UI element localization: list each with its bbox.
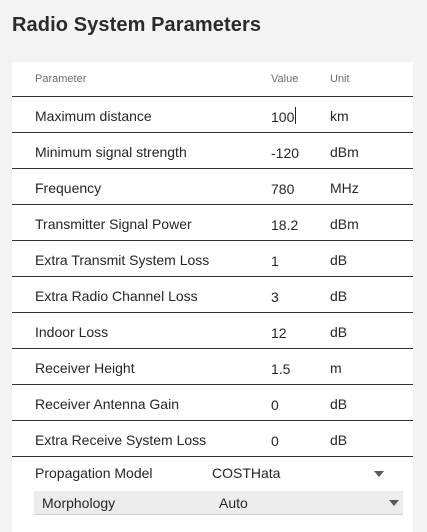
table-row: Extra Receive System Loss dB <box>12 421 413 457</box>
param-label: Indoor Loss <box>35 324 109 340</box>
unit-label: dB <box>330 288 348 304</box>
param-label: Maximum distance <box>35 108 152 124</box>
extra-radio-channel-loss-input[interactable] <box>271 288 321 305</box>
param-label: Extra Radio Channel Loss <box>35 288 198 304</box>
table-row: Minimum signal strength dBm <box>12 133 413 169</box>
page-title: Radio System Parameters <box>12 14 262 36</box>
parameters-card: Parameter Value Unit Maximum distance km… <box>12 62 413 532</box>
header-value: Value <box>271 73 299 85</box>
value-input-wrapper <box>271 252 321 269</box>
minimum-signal-strength-input[interactable] <box>271 144 321 161</box>
transmitter-signal-power-input[interactable] <box>271 216 321 233</box>
unit-label: dBm <box>330 144 359 160</box>
value-input-wrapper <box>271 324 321 341</box>
table-row: Receiver Height m <box>12 349 413 385</box>
unit-label: dB <box>330 432 348 448</box>
unit-label: m <box>330 360 342 376</box>
value-input-wrapper <box>271 360 321 377</box>
maximum-distance-input[interactable] <box>271 108 321 125</box>
receiver-antenna-gain-input[interactable] <box>271 396 321 413</box>
param-label: Minimum signal strength <box>35 144 187 160</box>
table-row: Extra Radio Channel Loss dB <box>12 277 413 313</box>
propagation-model-label: Propagation Model <box>35 465 153 481</box>
value-input-wrapper <box>271 216 321 233</box>
param-label: Receiver Height <box>35 360 135 376</box>
unit-label: dBm <box>330 216 359 232</box>
propagation-model-select[interactable]: Propagation Model COSTHata <box>12 458 413 488</box>
unit-label: dB <box>330 252 348 268</box>
unit-label: MHz <box>330 180 359 196</box>
chevron-down-icon[interactable] <box>374 471 384 477</box>
header-unit: Unit <box>330 73 350 85</box>
frequency-input[interactable] <box>271 180 321 197</box>
receiver-height-input[interactable] <box>271 360 321 377</box>
unit-label: dB <box>330 324 348 340</box>
extra-transmit-system-loss-input[interactable] <box>271 252 321 269</box>
table-row: Receiver Antenna Gain dB <box>12 385 413 421</box>
unit-label: km <box>330 108 349 124</box>
morphology-select[interactable]: Morphology Auto <box>34 491 403 515</box>
propagation-model-value[interactable]: COSTHata <box>212 465 281 481</box>
table-row: Frequency MHz <box>12 169 413 205</box>
header-parameter: Parameter <box>35 73 87 85</box>
indoor-loss-input[interactable] <box>271 324 321 341</box>
value-input-wrapper <box>271 288 321 305</box>
extra-receive-system-loss-input[interactable] <box>271 432 321 449</box>
table-row: Extra Transmit System Loss dB <box>12 241 413 277</box>
chevron-down-icon[interactable] <box>389 500 399 506</box>
text-cursor <box>295 107 296 124</box>
table-header: Parameter Value Unit <box>12 62 413 97</box>
value-input-wrapper <box>271 107 321 125</box>
param-label: Extra Transmit System Loss <box>35 252 210 268</box>
unit-label: dB <box>330 396 348 412</box>
value-input-wrapper <box>271 396 321 413</box>
table-row: Transmitter Signal Power dBm <box>12 205 413 241</box>
table-row: Indoor Loss dB <box>12 313 413 349</box>
value-input-wrapper <box>271 144 321 161</box>
morphology-label: Morphology <box>42 495 116 511</box>
param-label: Extra Receive System Loss <box>35 432 207 448</box>
morphology-value[interactable]: Auto <box>219 495 248 511</box>
param-label: Frequency <box>35 180 102 196</box>
param-label: Transmitter Signal Power <box>35 216 192 232</box>
value-input-wrapper <box>271 180 321 197</box>
value-input-wrapper <box>271 432 321 449</box>
table-row: Maximum distance km <box>12 97 413 133</box>
param-label: Receiver Antenna Gain <box>35 396 179 412</box>
